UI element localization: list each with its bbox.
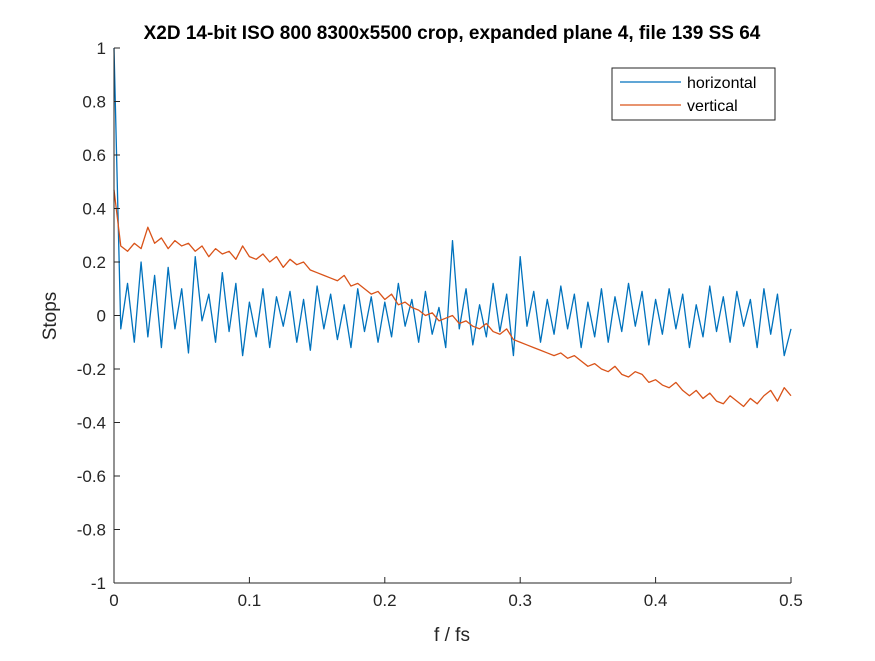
legend-box: [611, 67, 776, 121]
x-tick-label: 0.3: [508, 591, 532, 610]
series-line-vertical: [113, 189, 792, 408]
legend-label-horizontal: horizontal: [687, 75, 756, 92]
legend: horizontal vertical: [611, 67, 776, 121]
y-tick-label: -1: [91, 574, 106, 593]
y-tick-label: 0.2: [82, 253, 106, 272]
legend-label-vertical: vertical: [687, 98, 738, 115]
x-tick-label: 0: [109, 591, 118, 610]
x-tick-label: 0.1: [238, 591, 262, 610]
y-tick-label: 1: [97, 39, 106, 58]
x-tick-label: 0.4: [644, 591, 668, 610]
y-tick-label: -0.4: [77, 414, 106, 433]
y-axis-label: Stops: [40, 292, 61, 341]
y-tick-label: -0.6: [77, 467, 106, 486]
y-tick-label: -0.2: [77, 360, 106, 379]
chart-title: X2D 14-bit ISO 800 8300x5500 crop, expan…: [144, 23, 761, 44]
y-tick-label: 0.8: [82, 93, 106, 112]
series-line-horizontal: [113, 47, 792, 357]
y-tick-label: 0: [97, 307, 106, 326]
x-tick-label: 0.5: [779, 591, 803, 610]
y-tick-label: -0.8: [77, 521, 106, 540]
series-layer: [113, 47, 792, 408]
y-tick-label: 0.4: [82, 200, 106, 219]
y-tick-label: 0.6: [82, 146, 106, 165]
x-tick-label: 0.2: [373, 591, 397, 610]
axes-layer: 0 0.1 0.2 0.3 0.4 0.5 -1 -0.8 -0.6 -0.4 -0.2 0 0.2 0.…: [77, 39, 803, 610]
x-axis-label: f / fs: [434, 625, 470, 646]
